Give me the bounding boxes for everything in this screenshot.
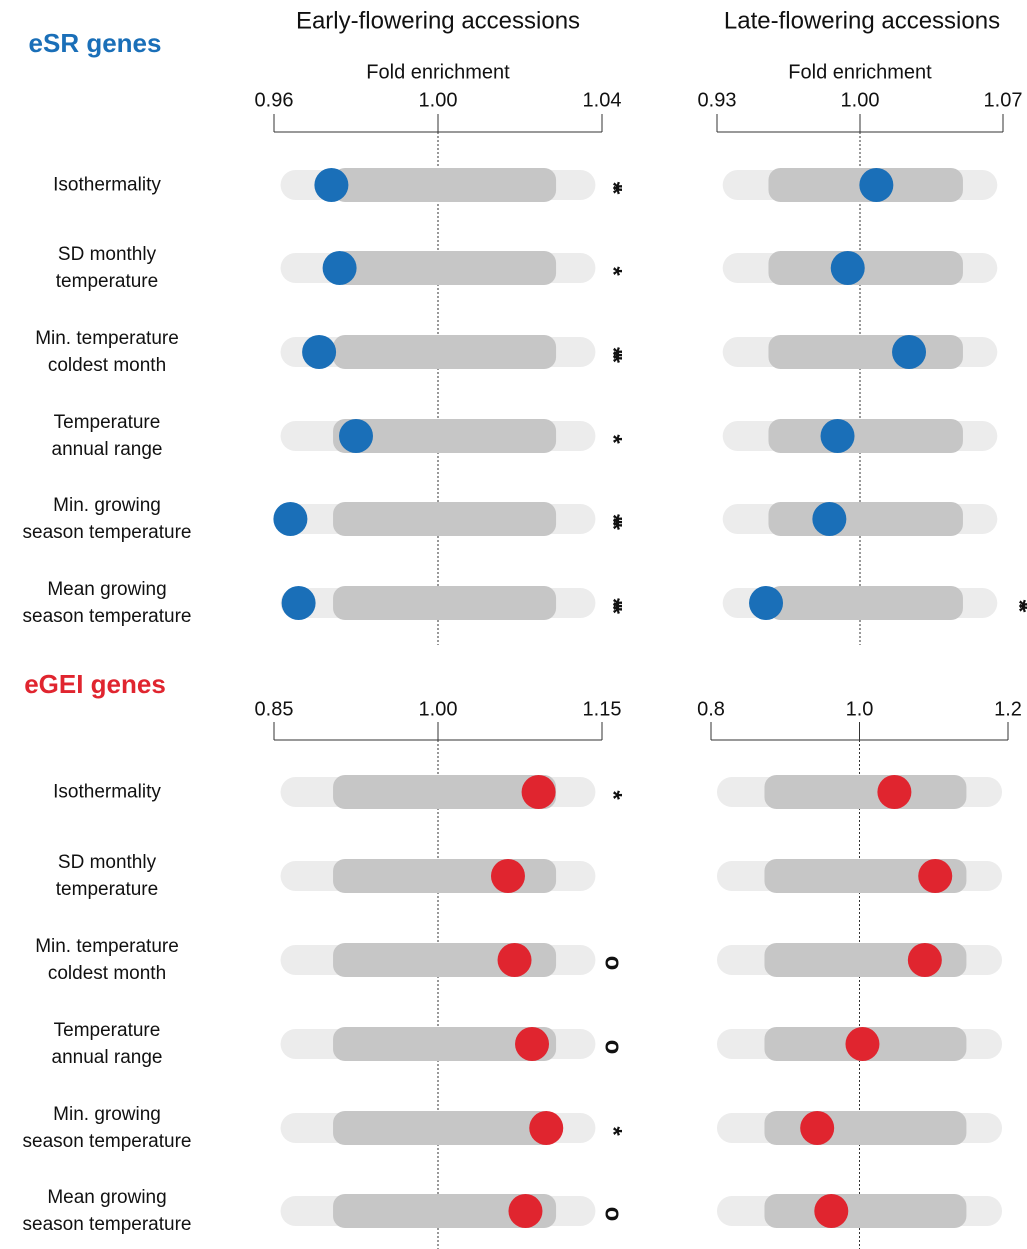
row-label: SD monthly temperature [55, 852, 159, 900]
dot [800, 1111, 835, 1145]
row-label: Min. temperature coldest month [35, 936, 179, 984]
significance: * [600, 1126, 627, 1136]
row-label: Isothermality [53, 174, 161, 196]
x-tick-label: 0.96 [255, 89, 294, 111]
x-tick-label: 1.0 [846, 698, 874, 720]
null-distribution [333, 1111, 557, 1145]
x-tick-label: 0.8 [697, 698, 725, 720]
dot [497, 943, 532, 977]
row-label: SD monthly temperature [55, 244, 159, 292]
dot [812, 502, 847, 536]
significance: o [600, 1040, 627, 1054]
x-tick-label: 1.00 [419, 698, 458, 720]
x-tick-label: 1.00 [419, 89, 458, 111]
row-label: Min. temperature coldest month [35, 328, 179, 376]
null-distribution [333, 1027, 557, 1061]
x-axis-label: Fold enrichment [366, 61, 510, 83]
dot [508, 1194, 543, 1228]
significance: ** [1006, 600, 1027, 613]
dot [749, 586, 784, 620]
row-label: Isothermality [53, 781, 161, 803]
dot [918, 859, 953, 893]
significance: * [600, 434, 627, 444]
null-distribution [333, 419, 557, 453]
dot [521, 775, 556, 809]
x-tick-label: 0.93 [698, 89, 737, 111]
group-title: eSR genes [29, 28, 162, 58]
significance: *** [600, 514, 627, 531]
dot [845, 1027, 880, 1061]
row-label: Mean growing season temperature [22, 1187, 192, 1235]
column-title: Early-flowering accessions [296, 7, 580, 34]
dot [820, 419, 855, 453]
dot [314, 168, 349, 202]
significance: * [600, 790, 627, 800]
row-label: Min. growing season temperature [22, 495, 192, 543]
significance: *** [600, 347, 627, 364]
null-distribution [764, 775, 967, 809]
significance: *** [600, 598, 627, 615]
dot [273, 502, 308, 536]
null-distribution [333, 335, 557, 369]
dot [339, 419, 373, 453]
dot [814, 1194, 849, 1228]
dot [281, 586, 316, 620]
dot [515, 1027, 550, 1061]
row-label: Temperature annual range [51, 412, 163, 460]
x-tick-label: 1.2 [994, 698, 1022, 720]
dot [907, 943, 942, 977]
x-tick-label: 1.07 [984, 89, 1023, 111]
row-label: Mean growing season temperature [22, 579, 192, 627]
dot [830, 251, 865, 285]
null-distribution [333, 775, 557, 809]
dot [859, 168, 894, 202]
null-distribution [768, 335, 963, 369]
null-distribution [764, 1111, 967, 1145]
null-distribution [768, 502, 963, 536]
group-title: eGEI genes [24, 669, 166, 699]
x-tick-label: 0.85 [255, 698, 294, 720]
x-tick-label: 1.04 [583, 89, 622, 111]
null-distribution [768, 419, 963, 453]
dot [892, 335, 927, 369]
null-distribution [333, 168, 557, 202]
dot [322, 251, 357, 285]
null-distribution [764, 859, 967, 893]
dot [490, 859, 525, 893]
row-label: Min. growing season temperature [22, 1104, 192, 1152]
dot [529, 1111, 564, 1145]
x-tick-label: 1.15 [583, 698, 622, 720]
dot [877, 775, 912, 809]
null-distribution [768, 251, 963, 285]
null-distribution [333, 251, 557, 285]
significance: ** [600, 182, 627, 195]
significance: o [600, 956, 627, 970]
significance: o [600, 1207, 627, 1221]
null-distribution [333, 1194, 557, 1228]
null-distribution [764, 1194, 967, 1228]
dot [302, 335, 337, 369]
null-distribution [333, 586, 557, 620]
null-distribution [768, 586, 963, 620]
x-axis-label: Fold enrichment [788, 61, 932, 83]
column-title: Late-flowering accessions [724, 7, 1000, 34]
x-tick-label: 1.00 [841, 89, 880, 111]
null-distribution [333, 502, 557, 536]
significance: * [600, 266, 627, 276]
row-label: Temperature annual range [51, 1020, 163, 1068]
